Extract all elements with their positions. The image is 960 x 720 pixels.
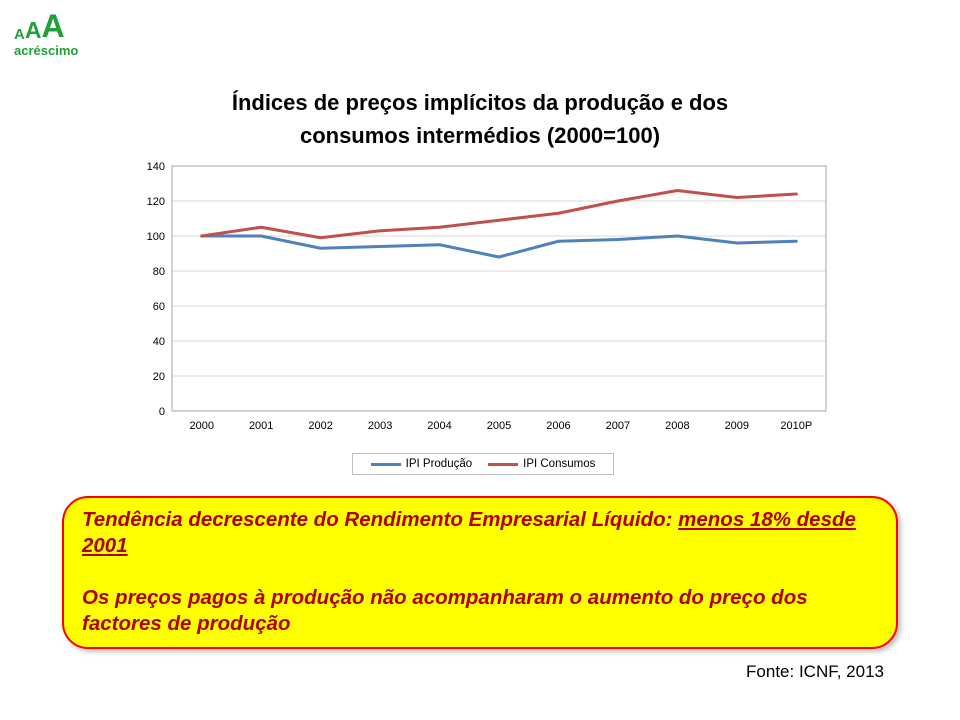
y-axis-tick-label: 60 — [153, 301, 165, 313]
logo-letter-large: A — [41, 8, 65, 44]
y-axis-tick-label: 40 — [153, 336, 165, 348]
callout-paragraph-1: Tendência decrescente do Rendimento Empr… — [82, 507, 878, 559]
x-axis-tick-label: 2006 — [546, 420, 570, 432]
callout-underlined-text: menos 18% desde 2001 — [82, 508, 856, 557]
callout-paragraph-2: Os preços pagos à produção não acompanha… — [82, 586, 808, 635]
legend-label: IPI Consumos — [523, 458, 596, 470]
series-line-ipi-consumos — [200, 189, 798, 240]
logo: A A A acréscimo — [14, 10, 124, 58]
x-axis-tick-label: 2007 — [606, 420, 630, 432]
x-axis-tick-label: 2002 — [308, 420, 332, 432]
slide-title-line1: Índices de preços implícitos da produção… — [231, 90, 729, 115]
x-axis-tick-label: 2005 — [487, 420, 511, 432]
logo-letter-medium: A — [24, 17, 42, 43]
x-axis-tick-label: 2004 — [427, 420, 451, 432]
slide-title-line2: consumos intermédios (2000=100) — [299, 123, 661, 148]
legend-swatch — [370, 462, 401, 466]
logo-subtitle: acréscimo — [14, 43, 79, 58]
y-axis-tick-label: 0 — [159, 406, 165, 418]
legend-item: IPI Consumos — [488, 458, 595, 470]
chart-legend: IPI Produção IPI Consumos — [351, 453, 615, 475]
legend-item: IPI Produção — [370, 458, 473, 470]
plot-border — [171, 165, 827, 412]
y-axis-tick-label: 80 — [153, 266, 165, 278]
x-axis-tick-label: 2008 — [665, 420, 689, 432]
logo-letters: A A A — [14, 10, 124, 42]
y-axis-tick-label: 140 — [147, 161, 165, 173]
callout-text-1: Tendência decrescente do Rendimento Empr… — [82, 508, 679, 531]
chart: 0 20 40 60 80 100 120 140 2000 2001 2002 2003 2004 20… — [128, 158, 838, 475]
x-axis-tick-label: 2000 — [189, 420, 213, 432]
series-line-ipi-produ-o — [200, 234, 798, 259]
callout-box: Tendência decrescente do Rendimento Empr… — [62, 496, 898, 649]
legend-label: IPI Produção — [405, 458, 473, 470]
chart-svg: 0 20 40 60 80 100 120 140 2000 2001 2002 2003 2004 20… — [147, 161, 827, 432]
legend-swatch — [488, 462, 519, 466]
logo-letter-small: A — [14, 26, 25, 43]
slide-title: Índices de preços implícitos da produção… — [0, 86, 960, 152]
x-axis-tick-label: 2003 — [368, 420, 392, 432]
x-axis-tick-label: 2001 — [249, 420, 273, 432]
y-axis-tick-label: 20 — [153, 371, 165, 383]
y-axis-tick-label: 100 — [147, 231, 165, 243]
y-axis-tick-label: 120 — [147, 196, 165, 208]
x-axis-tick-label: 2010P — [780, 420, 812, 432]
x-axis-tick-label: 2009 — [725, 420, 749, 432]
source-text: Fonte: ICNF, 2013 — [746, 662, 884, 681]
